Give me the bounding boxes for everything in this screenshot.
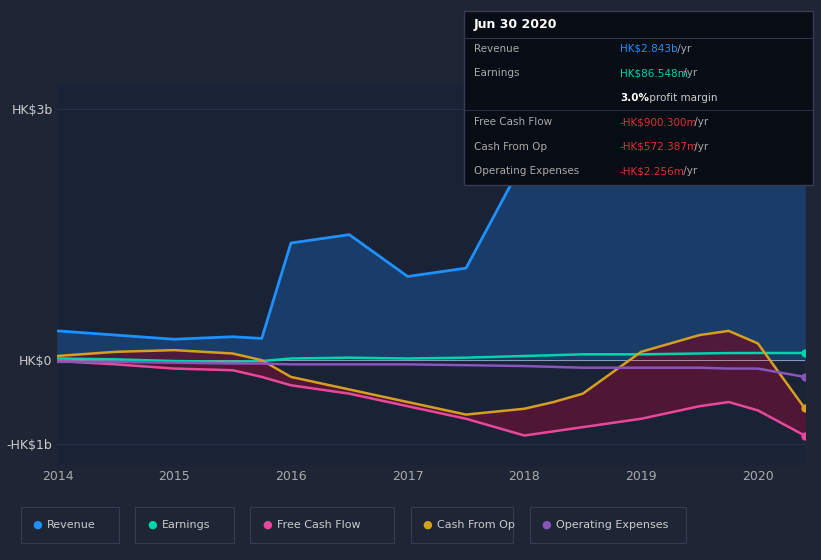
- Text: /yr: /yr: [680, 68, 697, 78]
- Text: Cash From Op: Cash From Op: [474, 142, 547, 152]
- Text: ●: ●: [148, 520, 158, 530]
- Text: /yr: /yr: [674, 44, 691, 54]
- Text: -HK$2.256m: -HK$2.256m: [620, 166, 685, 176]
- Text: ●: ●: [423, 520, 433, 530]
- Text: /yr: /yr: [691, 142, 709, 152]
- Text: Earnings: Earnings: [162, 520, 210, 530]
- Text: Free Cash Flow: Free Cash Flow: [474, 117, 552, 127]
- Text: Operating Expenses: Operating Expenses: [556, 520, 668, 530]
- Text: Earnings: Earnings: [474, 68, 519, 78]
- Text: HK$2.843b: HK$2.843b: [620, 44, 677, 54]
- Text: Free Cash Flow: Free Cash Flow: [277, 520, 360, 530]
- Text: Cash From Op: Cash From Op: [437, 520, 515, 530]
- Text: /yr: /yr: [680, 166, 697, 176]
- Text: profit margin: profit margin: [646, 93, 718, 102]
- Text: Operating Expenses: Operating Expenses: [474, 166, 579, 176]
- Text: Revenue: Revenue: [474, 44, 519, 54]
- Text: -HK$572.387m: -HK$572.387m: [620, 142, 698, 152]
- Text: Jun 30 2020: Jun 30 2020: [474, 18, 557, 31]
- Text: /yr: /yr: [691, 117, 709, 127]
- Text: Revenue: Revenue: [47, 520, 95, 530]
- Text: ●: ●: [542, 520, 552, 530]
- Text: ●: ●: [33, 520, 43, 530]
- Text: HK$86.548m: HK$86.548m: [620, 68, 688, 78]
- Text: 3.0%: 3.0%: [620, 93, 649, 102]
- Text: -HK$900.300m: -HK$900.300m: [620, 117, 698, 127]
- Text: ●: ●: [263, 520, 273, 530]
